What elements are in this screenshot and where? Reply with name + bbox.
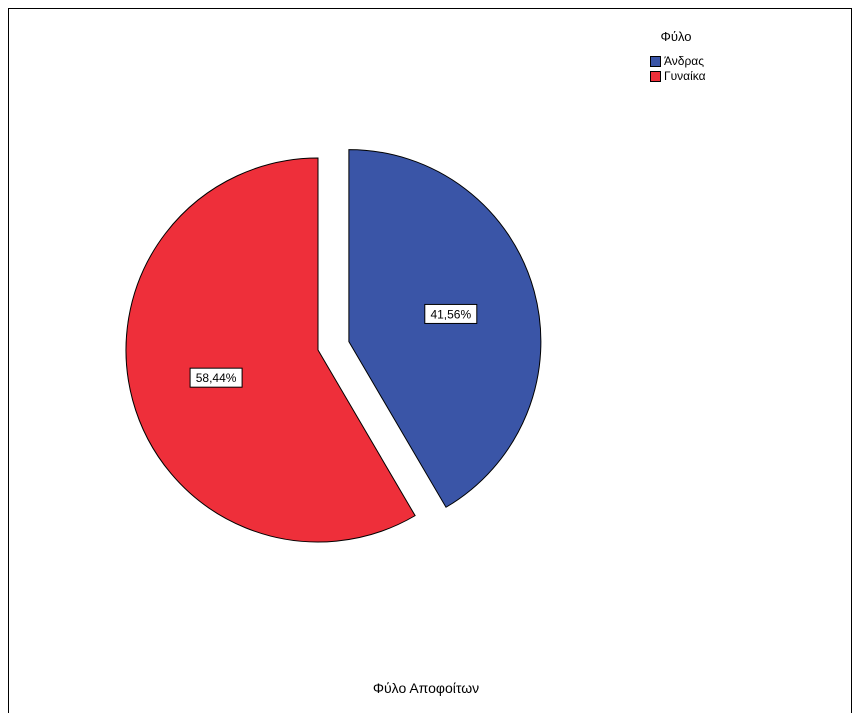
- data-label-0: 41,56%: [430, 307, 471, 321]
- data-label-box-1: [189, 367, 243, 388]
- legend-swatch-andras: [650, 55, 661, 67]
- legend-item-andras: Άνδρας: [650, 54, 704, 68]
- pie-slice-0: [348, 149, 542, 508]
- legend-label-andras: Άνδρας: [664, 54, 705, 68]
- legend-label-gynaika: Γυναίκα: [664, 69, 706, 83]
- pie-slices: [125, 149, 542, 543]
- legend-item-gynaika: Γυναίκα: [650, 69, 706, 83]
- pie-slice-1: [125, 157, 416, 543]
- chart-caption: Φύλο Αποφοίτων: [372, 680, 480, 696]
- pie-labels: 41,56% 58,44%: [189, 303, 478, 388]
- legend-swatch-gynaika: [650, 70, 661, 82]
- data-label-box-0: [424, 303, 478, 324]
- legend-title: Φύλο: [660, 29, 692, 44]
- data-label-1: 58,44%: [196, 371, 237, 385]
